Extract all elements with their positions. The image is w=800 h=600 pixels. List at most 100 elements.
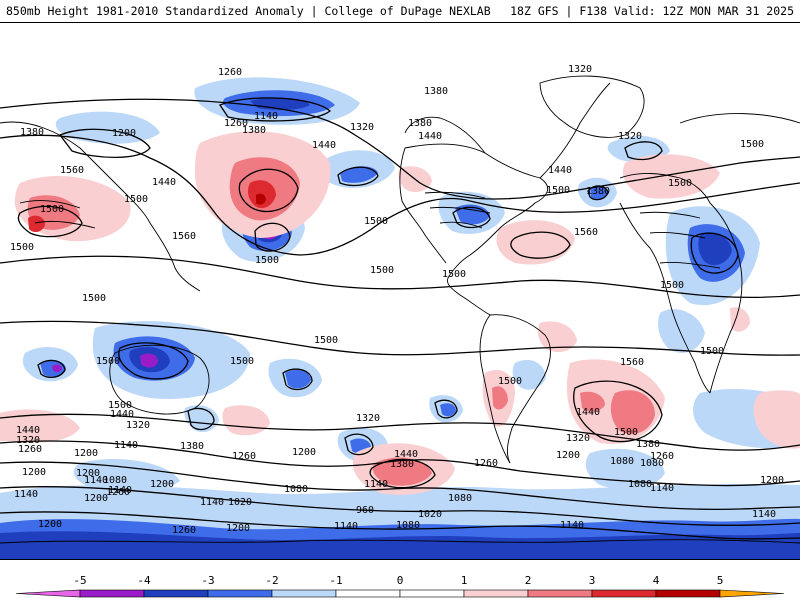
contour-label: 1320	[16, 435, 40, 446]
model-run-info: 18Z GFS | F138 Valid: 12Z MON MAR 31 202…	[510, 4, 794, 18]
contour-label: 1560	[574, 227, 598, 238]
colorbar-segments	[15, 589, 785, 598]
anomaly-colorbar: -5 -4 -3 -2 -1 0 1 2 3 4 5	[15, 574, 785, 598]
contour-label: 1380	[586, 186, 610, 197]
contour-label: 1560	[620, 357, 644, 368]
contour-label: 1500	[370, 265, 394, 276]
contour-label: 1560	[172, 231, 196, 242]
colorbar-segment	[655, 589, 721, 598]
contour-label: 1140	[560, 520, 584, 531]
colorbar-tick-label: -1	[329, 574, 342, 587]
map-panel: 1260 1320 1380 1200 1380 1140 1260 1380 …	[0, 22, 800, 560]
contour-label: 1440	[110, 409, 134, 420]
contour-label: 1260	[172, 525, 196, 536]
contour-label: 1080	[610, 456, 634, 467]
colorbar-segment	[591, 589, 657, 598]
contour-label: 1500	[740, 139, 764, 150]
contour-label: 1500	[660, 280, 684, 291]
contour-label: 1380	[408, 118, 432, 129]
contour-label: 1140	[14, 489, 38, 500]
colorbar-tick-label: 2	[525, 574, 532, 587]
contour-label: 1500	[364, 216, 388, 227]
contour-label: 1500	[314, 335, 338, 346]
contour-label: 1380	[180, 441, 204, 452]
contour-label: 1440	[152, 177, 176, 188]
contour-label: 1320	[618, 131, 642, 142]
contour-label: 1260	[474, 458, 498, 469]
contour-label: 1500	[124, 194, 148, 205]
contour-label: 1320	[566, 433, 590, 444]
contour-label: 1140	[200, 497, 224, 508]
contour-label: 1500	[82, 293, 106, 304]
contour-label: 1140	[108, 485, 132, 496]
contour-label: 1140	[84, 475, 108, 486]
contour-label: 1140	[114, 440, 138, 451]
contour-label: 1260	[106, 487, 130, 498]
colorbar-tick-label: -3	[201, 574, 214, 587]
contour-label: 1080	[448, 493, 472, 504]
colorbar-tick-label: -4	[137, 574, 151, 587]
contour-label: 1020	[228, 497, 252, 508]
map-title: 850mb Height 1981-2010 Standardized Anom…	[6, 4, 491, 18]
contour-label: 1260	[650, 451, 674, 462]
contour-label: 1200	[556, 450, 580, 461]
coastlines	[0, 75, 800, 544]
colorbar-segment	[79, 589, 145, 598]
colorbar-segment	[719, 589, 785, 598]
contour-label: 1440	[548, 165, 572, 176]
contour-label: 1440	[576, 407, 600, 418]
contour-label: 1440	[394, 449, 418, 460]
contour-label: 1500	[668, 178, 692, 189]
contour-label: 1440	[16, 425, 40, 436]
contour-label: 1380	[424, 86, 448, 97]
contour-label: 1080	[640, 458, 664, 469]
contour-label: 1500	[700, 346, 724, 357]
colorbar-segment	[527, 589, 593, 598]
contour-label: 1500	[230, 356, 254, 367]
colorbar-segment	[15, 589, 81, 598]
contour-label: 1200	[292, 447, 316, 458]
contour-label: 1200	[76, 468, 100, 479]
contour-label: 1200	[760, 475, 784, 486]
contour-label: 1320	[568, 64, 592, 75]
contour-label: 1140	[364, 479, 388, 490]
colorbar-tick-label: 4	[653, 574, 660, 587]
colorbar-segment	[399, 589, 465, 598]
contour-label: 1200	[112, 128, 136, 139]
colorbar-segment	[335, 589, 401, 598]
contour-label: 1320	[356, 413, 380, 424]
colorbar-tick-label: 1	[461, 574, 468, 587]
contour-label: 1440	[312, 140, 336, 151]
contour-label: 1080	[628, 479, 652, 490]
contour-label: 1200	[226, 523, 250, 534]
colorbar-tick-label: 5	[717, 574, 724, 587]
contour-label: 1140	[752, 509, 776, 520]
contour-label: 1440	[418, 131, 442, 142]
contour-label: 1500	[255, 255, 279, 266]
contour-label: 1200	[38, 519, 62, 530]
contour-label: 1500	[108, 400, 132, 411]
contour-labels: 1260 1320 1380 1200 1380 1140 1260 1380 …	[10, 64, 784, 536]
contour-label: 1260	[232, 451, 256, 462]
contour-label: 1500	[40, 204, 64, 215]
contour-label: 1260	[224, 118, 248, 129]
contour-label: 1500	[498, 376, 522, 387]
anomaly-map: 1260 1320 1380 1200 1380 1140 1260 1380 …	[0, 64, 800, 559]
colorbar-segment	[271, 589, 337, 598]
contour-label: 1380	[20, 127, 44, 138]
colorbar-segment	[463, 589, 529, 598]
contour-label: 1560	[60, 165, 84, 176]
contour-label: 1320	[126, 420, 150, 431]
contour-label: 1260	[218, 67, 242, 78]
contour-label: 1200	[22, 467, 46, 478]
colorbar-tick-label: -5	[73, 574, 86, 587]
colorbar-tick-label: 0	[397, 574, 404, 587]
contour-label: 960	[356, 505, 374, 516]
contour-label: 1260	[18, 444, 42, 455]
contour-label: 1500	[96, 356, 120, 367]
contour-label: 1200	[150, 479, 174, 490]
contour-label: 1320	[350, 122, 374, 133]
contour-label: 1500	[10, 242, 34, 253]
height-contours	[0, 97, 800, 540]
contour-label: 1020	[418, 509, 442, 520]
